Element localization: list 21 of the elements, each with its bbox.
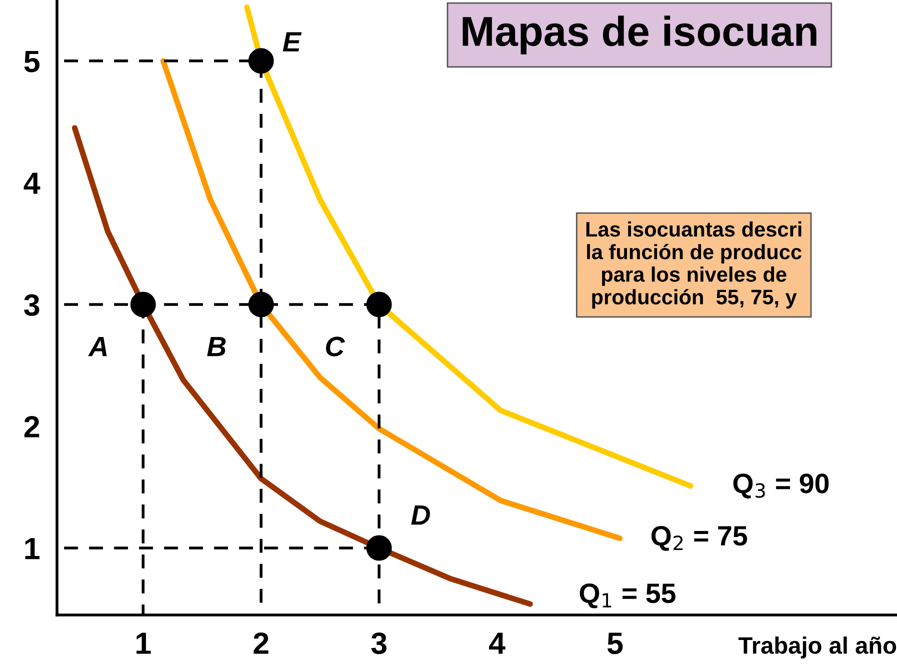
annotation: E — [282, 32, 302, 52]
x-axis-title: Trabajo al año — [738, 636, 896, 659]
y-tick-label: 5 — [24, 50, 40, 72]
annotation: D — [411, 506, 430, 525]
annotation: Q$_{1}$ = 55 — [580, 583, 676, 608]
x-tick-label: 5 — [607, 632, 623, 654]
x-tick-label: 2 — [254, 632, 268, 654]
annotation: C — [326, 336, 345, 356]
annotation: Las isocuantas descri la función de producc para los niveles de producción 55, 75, y — [586, 221, 802, 309]
chart-title: Mapas de isocuan — [462, 16, 816, 54]
y-tick-label: 1 — [25, 538, 40, 560]
x-tick-label: 3 — [371, 632, 386, 654]
x-tick-label: 4 — [489, 632, 506, 654]
x-tick-label: 1 — [136, 632, 151, 654]
annotation: B — [207, 336, 226, 356]
y-tick-label: 4 — [24, 172, 40, 194]
annotation: Q$_{2}$ = 75 — [651, 526, 748, 551]
annotation: Q$_{3}$ = 90 — [733, 474, 829, 499]
y-tick-label: 2 — [24, 416, 40, 438]
annotation: A — [88, 336, 107, 356]
y-tick-label: 3 — [24, 294, 40, 316]
